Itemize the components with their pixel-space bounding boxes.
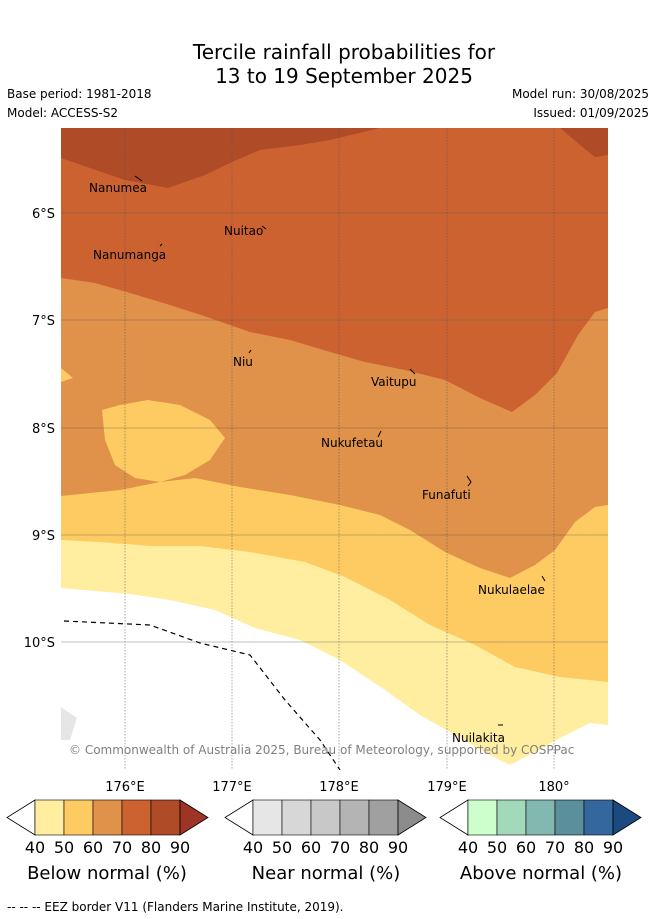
colorbar-tick-label: 60 [516,838,536,857]
colorbar-swatch [92,799,123,836]
colorbar-swatch [339,799,370,836]
colorbar-tick-label: 60 [301,838,321,857]
issued-date: Issued: 01/09/2025 [533,106,649,120]
island-nuilakita: Nuilakita [452,731,505,745]
eez-border [63,620,341,770]
island-labels: Nanumea Nuitao Nanumanga Niu Vaitupu Nuk… [89,181,545,745]
colorbar-tick-label: 40 [25,838,45,857]
colorbar-upper-extend [397,799,427,836]
colorbar-tick-label: 80 [141,838,161,857]
lat-label-7s: 7°S [32,314,55,329]
island-nanumanga: Nanumanga [93,248,166,262]
colorbar-tick-label: 90 [388,838,408,857]
colorbar-tick-label: 60 [83,838,103,857]
colorbar-upper-extend [612,799,642,836]
colorbar-title-above: Above normal (%) [459,863,623,884]
colorbar-swatch [150,799,181,836]
copyright-notice: © Commonwealth of Australia 2025, Bureau… [69,743,574,757]
model-run: Model run: 30/08/2025 [511,87,649,101]
band-80-90 [61,128,380,188]
band-near-normal [61,707,77,740]
colorbar-tick-label: 50 [487,838,507,857]
colorbar-swatch [252,799,283,836]
gridlines [124,128,555,770]
model-name: Model: ACCESS-S2 [7,106,119,120]
colorbar-tick-label: 40 [243,838,263,857]
colorbar-tick-label: 80 [359,838,379,857]
colorbar-legends: 40 50 60 70 80 90 40 50 60 70 80 90 40 50 60 70 80 90 [6,799,642,857]
colorbar-swatch [34,799,65,836]
colorbar-tick-label: 40 [458,838,478,857]
colorbar-lower-extend [439,799,469,836]
colorbar-swatch [467,799,498,836]
colorbar-swatch [554,799,585,836]
lat-label-6s: 6°S [32,207,55,222]
island-nuitao: Nuitao [224,224,263,238]
probability-shading [61,128,608,770]
colorbar-swatch [368,799,399,836]
colorbar-lower-extend [6,799,36,836]
band-80-90-east [560,128,608,157]
island-outlines [134,175,546,726]
colorbar-swatch [281,799,312,836]
lat-label-10s: 10°S [24,636,55,651]
colorbar-above: 40 50 60 70 80 90 [439,799,642,857]
colorbar-tick-label: 70 [112,838,132,857]
colorbar-tick-label: 50 [54,838,74,857]
island-funafuti: Funafuti [422,488,471,502]
colorbar-upper-extend [179,799,209,836]
colorbar-tick-label: 90 [603,838,623,857]
lat-label-9s: 9°S [32,529,55,544]
colorbar-tick-label: 70 [330,838,350,857]
island-vaitupu: Vaitupu [371,375,417,389]
lat-gridlines [61,212,608,643]
colorbar-near: 40 50 60 70 80 90 [224,799,427,857]
lon-label-180: 180° [538,780,569,795]
lat-labels: 6°S 7°S 8°S 9°S 10°S [24,207,55,651]
map-title: Tercile rainfall probabilities for 13 to… [0,40,655,88]
island-nukufetau: Nukufetau [321,436,383,450]
colorbar-swatch [496,799,527,836]
colorbar-tick-label: 80 [574,838,594,857]
base-period: Base period: 1981-2018 [7,87,152,101]
colorbar-swatch [525,799,556,836]
island-nukulaelae: Nukulaelae [478,583,545,597]
lon-label-178e: 178°E [319,780,359,795]
colorbar-tick-label: 70 [545,838,565,857]
band-50-60-patch [102,400,225,482]
lon-label-176e: 176°E [105,780,145,795]
band-50-60-edge [61,368,73,382]
lon-label-177e: 177°E [212,780,252,795]
band-70-80 [61,128,608,412]
colorbar-tick-label: 90 [170,838,190,857]
colorbar-title-below: Below normal (%) [27,863,187,884]
lon-labels: 176°E 177°E 178°E 179°E 180° [105,780,569,795]
colorbar-tick-label: 50 [272,838,292,857]
colorbar-title-near: Near normal (%) [251,863,401,884]
lon-label-179e: 179°E [427,780,467,795]
island-niu: Niu [233,355,253,369]
eez-footnote: -- -- -- EEZ border V11 (Flanders Marine… [7,900,344,914]
colorbar-swatch [583,799,614,836]
colorbar-below: 40 50 60 70 80 90 [6,799,209,857]
title-line-2: 13 to 19 September 2025 [215,64,473,88]
title-line-1: Tercile rainfall probabilities for [192,40,496,64]
island-nanumea: Nanumea [89,181,147,195]
colorbar-swatch [310,799,341,836]
colorbar-swatch [63,799,94,836]
colorbar-swatch [121,799,152,836]
lat-label-8s: 8°S [32,422,55,437]
colorbar-lower-extend [224,799,254,836]
